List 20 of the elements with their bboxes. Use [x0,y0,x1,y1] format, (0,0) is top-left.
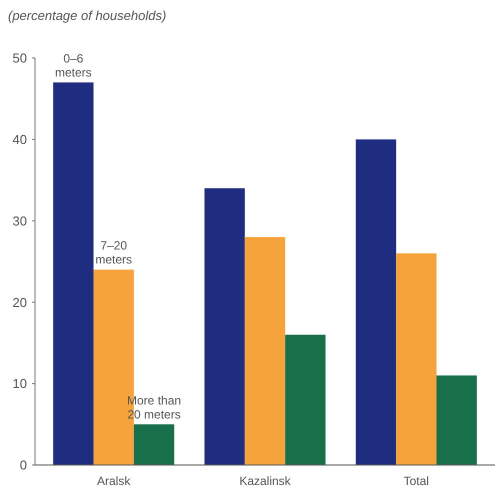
series-label: 0–6 meters [54,51,92,80]
bar [436,375,477,465]
bar [134,424,174,465]
x-tick-label: Kazalinsk [239,474,292,488]
bar [396,253,436,465]
bar [285,334,326,465]
bar [356,139,396,465]
bar [204,188,245,465]
bar [53,82,94,465]
y-tick-label: 40 [12,132,27,147]
y-tick-label: 50 [12,50,27,66]
y-tick-label: 10 [12,376,27,392]
y-tick-label: 30 [12,213,27,228]
x-tick-label: Aralsk [97,474,132,488]
y-axis-title: (percentage of households) [8,8,166,23]
y-tick-label: 0 [20,458,27,473]
y-tick-label: 20 [12,294,27,310]
x-tick-label: Total [404,474,429,488]
series-label: 7–20 meters [95,238,132,267]
bar [244,237,286,465]
